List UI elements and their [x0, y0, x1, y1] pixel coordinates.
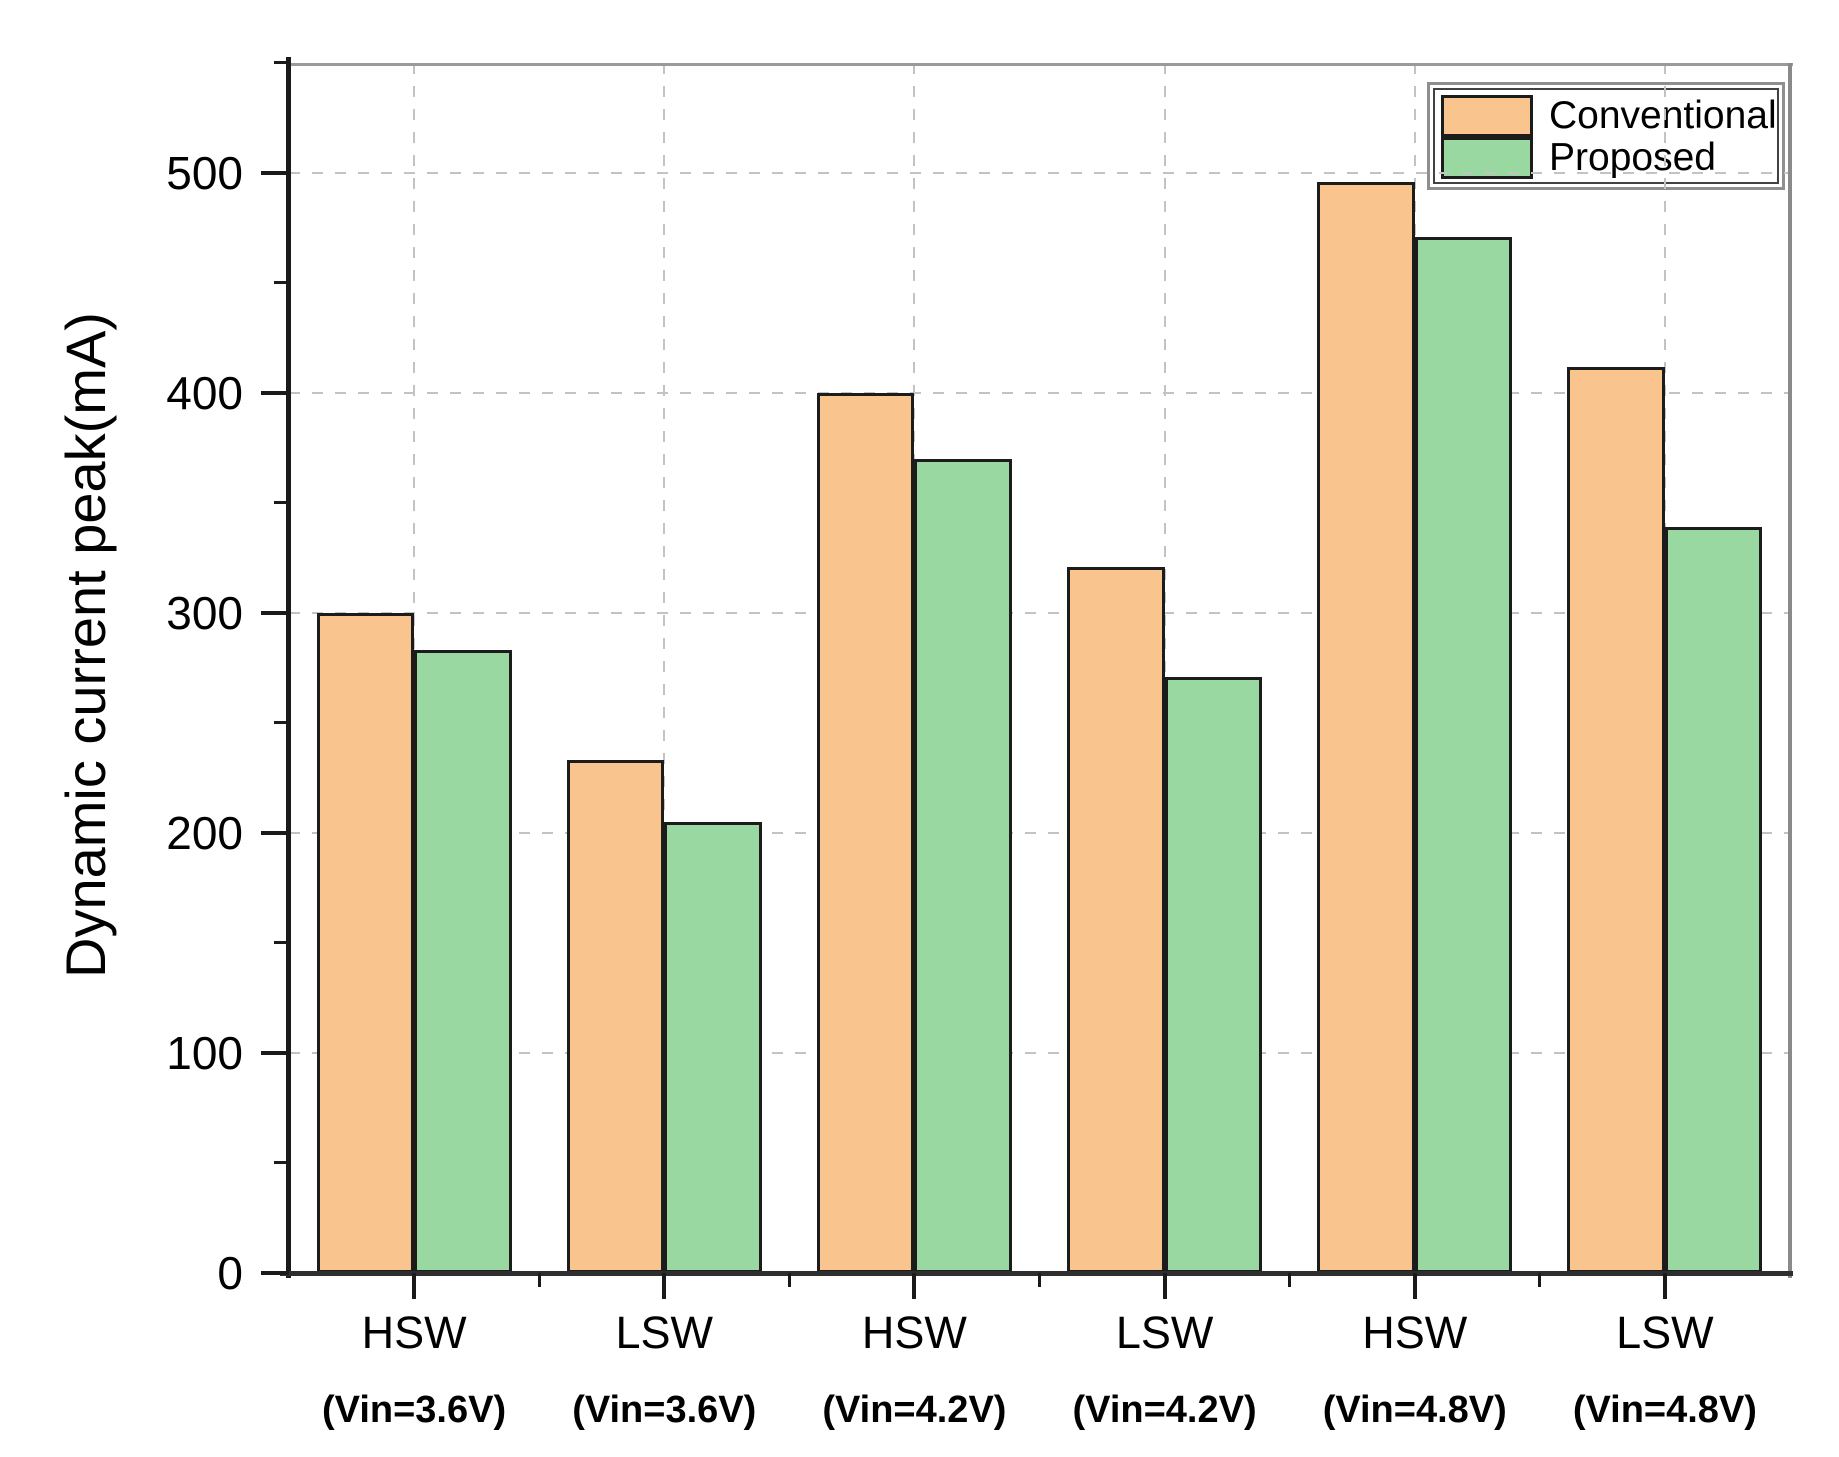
bar-conventional-lsw-vin-4.8v- — [1567, 366, 1665, 1273]
x-axis-category-label: HSW — [361, 1307, 467, 1358]
plot-area — [289, 63, 1790, 1273]
x-axis-major-tick — [1662, 1273, 1667, 1299]
x-axis-line — [280, 1271, 1793, 1276]
bar-proposed-lsw-vin-3.6v- — [664, 822, 762, 1273]
x-axis-minor-tick — [1538, 1273, 1542, 1287]
y-axis-tick-label: 0 — [217, 1247, 243, 1299]
bar-proposed-hsw-vin-4.8v- — [1414, 236, 1513, 1273]
gridline-horizontal — [289, 612, 1790, 614]
y-axis-line — [286, 57, 291, 1278]
y-axis-minor-tick — [274, 941, 289, 944]
x-axis-major-tick — [412, 1273, 417, 1299]
y-axis-major-tick — [261, 1051, 289, 1055]
gridline-horizontal — [289, 172, 1790, 174]
x-axis-minor-tick — [787, 1273, 791, 1287]
x-axis-category-label: LSW — [1616, 1307, 1714, 1358]
bar-conventional-hsw-vin-4.8v- — [1317, 181, 1415, 1273]
x-axis-category-sublabel: (Vin=4.2V) — [1072, 1389, 1257, 1431]
x-axis-major-tick — [1162, 1273, 1167, 1299]
x-axis-minor-tick — [537, 1273, 541, 1287]
bar-proposed-hsw-vin-4.2v- — [914, 459, 1012, 1273]
y-axis-major-tick — [261, 171, 289, 175]
x-axis-major-tick — [1412, 1273, 1417, 1299]
y-axis-major-tick — [261, 1271, 289, 1275]
y-axis-tick-label: 200 — [166, 807, 243, 859]
x-axis-category-label: LSW — [1115, 1307, 1214, 1358]
bar-proposed-hsw-vin-3.6v- — [414, 650, 512, 1273]
gridline-vertical — [1163, 63, 1166, 1273]
x-axis-category-label: LSW — [615, 1307, 713, 1358]
legend-inner-frame: Conventional Proposed — [1433, 88, 1779, 184]
x-axis-major-tick — [912, 1273, 917, 1299]
bar-proposed-lsw-vin-4.2v- — [1164, 676, 1263, 1273]
x-axis-category-label: HSW — [861, 1307, 967, 1358]
gridline-horizontal — [289, 832, 1790, 834]
y-axis-minor-tick — [274, 721, 289, 724]
x-axis-category-sublabel: (Vin=4.2V) — [822, 1389, 1007, 1431]
x-axis-major-tick — [662, 1273, 667, 1299]
plot-frame-right — [1788, 63, 1792, 1278]
y-axis-major-tick — [261, 391, 289, 395]
y-axis-minor-tick — [274, 61, 289, 64]
x-axis-category-sublabel: (Vin=3.6V) — [572, 1389, 757, 1431]
x-axis-category-label: HSW — [1362, 1307, 1468, 1358]
y-axis-major-tick — [261, 611, 289, 615]
y-axis-minor-tick — [274, 1161, 289, 1164]
bar-proposed-lsw-vin-4.8v- — [1664, 527, 1763, 1273]
x-axis-category-sublabel: (Vin=4.8V) — [1322, 1389, 1507, 1431]
gridline-horizontal — [289, 392, 1790, 394]
y-axis-tick-label: 300 — [166, 587, 243, 639]
x-axis-minor-tick — [1038, 1273, 1041, 1287]
x-axis-minor-tick — [1288, 1273, 1292, 1287]
y-axis-tick-label: 400 — [166, 367, 243, 419]
legend-item-conventional: Conventional — [1441, 95, 1777, 137]
bar-conventional-hsw-vin-3.6v- — [316, 613, 415, 1273]
gridline-vertical — [663, 63, 666, 1273]
y-axis-minor-tick — [274, 501, 289, 504]
bar-conventional-lsw-vin-3.6v- — [566, 760, 665, 1273]
bar-conventional-hsw-vin-4.2v- — [816, 393, 915, 1273]
y-axis-major-tick — [261, 831, 289, 835]
legend-label-conventional: Conventional — [1549, 94, 1777, 137]
conventional-swatch — [1441, 95, 1533, 137]
bar-conventional-lsw-vin-4.2v- — [1067, 566, 1165, 1273]
legend-label-proposed: Proposed — [1549, 136, 1716, 179]
y-axis-minor-tick — [274, 281, 289, 284]
plot-frame-top — [286, 63, 1793, 66]
gridline-horizontal — [289, 1052, 1790, 1054]
y-axis-tick-label: 100 — [166, 1027, 243, 1079]
x-axis-category-sublabel: (Vin=4.8V) — [1572, 1389, 1757, 1431]
y-axis-tick-label: 500 — [166, 147, 243, 199]
x-axis-category-sublabel: (Vin=3.6V) — [322, 1389, 507, 1431]
